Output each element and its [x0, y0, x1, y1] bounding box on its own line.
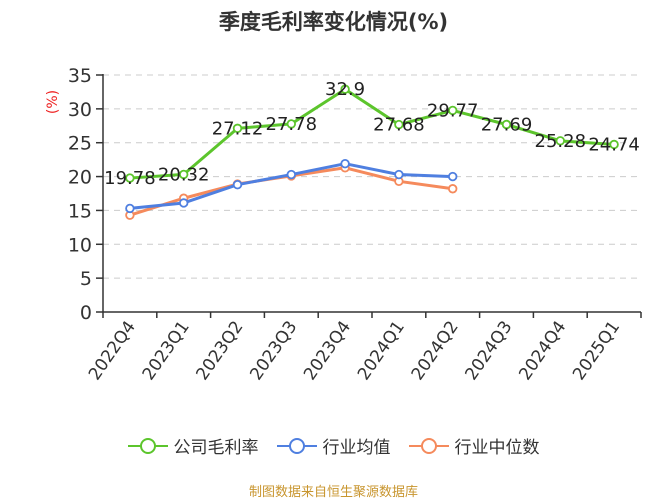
data-point[interactable] — [609, 139, 619, 150]
data-point[interactable] — [448, 184, 458, 194]
data-label: 27.78 — [266, 114, 318, 135]
source-note: 制图数据来自恒生聚源数据库 — [248, 485, 418, 500]
x-tick-label: 2023Q1 — [139, 317, 194, 384]
data-label: 27.12 — [212, 118, 264, 139]
x-tick-label: 2022Q4 — [85, 317, 140, 384]
data-point[interactable] — [448, 105, 458, 116]
legend-label: 行业中位数 — [454, 438, 540, 458]
y-axis-unit-label: (%) — [45, 90, 61, 114]
y-tick-label: 0 — [80, 302, 92, 324]
data-label: 27.69 — [481, 114, 533, 135]
x-tick-label: 2025Q1 — [569, 317, 624, 384]
data-point[interactable] — [125, 203, 135, 214]
data-point[interactable] — [340, 159, 350, 169]
x-tick-label: 2024Q3 — [462, 317, 517, 384]
x-tick-label: 2024Q4 — [515, 317, 570, 384]
data-label: 20.32 — [158, 164, 210, 185]
data-point[interactable] — [501, 119, 512, 130]
data-point[interactable] — [394, 119, 404, 130]
data-point[interactable] — [555, 136, 565, 146]
legend-item-company-margin[interactable]: 公司毛利率 — [127, 433, 259, 458]
grid-lines — [103, 74, 641, 279]
y-tick-label: 30 — [68, 99, 92, 121]
legend-line-circle-icon — [408, 437, 449, 454]
legend: 公司毛利率 行业均值 行业中位数 — [0, 433, 667, 458]
x-tick-label: 2024Q2 — [408, 317, 463, 384]
x-tick-label: 2024Q1 — [354, 317, 409, 384]
data-point[interactable] — [232, 123, 243, 134]
data-point[interactable] — [286, 119, 296, 129]
legend-label: 行业均值 — [322, 438, 391, 458]
x-tick-label: 2023Q3 — [246, 317, 301, 384]
y-tick-label: 10 — [68, 234, 92, 256]
data-point[interactable] — [125, 173, 135, 183]
legend-line-circle-icon — [276, 437, 317, 454]
data-point[interactable] — [448, 171, 458, 182]
y-tick-label: 5 — [80, 268, 92, 290]
data-point[interactable] — [178, 169, 189, 180]
x-tick-label: 2023Q4 — [300, 317, 355, 384]
x-tick-label: 2023Q2 — [193, 317, 248, 384]
series-lines — [125, 84, 619, 220]
data-label: 19.78 — [104, 168, 156, 189]
data-label: 24.74 — [588, 134, 640, 155]
y-axis: 0 5 10 15 20 25 30 35 — [68, 65, 104, 324]
series-line — [129, 87, 615, 180]
data-point[interactable] — [394, 169, 404, 180]
legend-line-circle-icon — [127, 437, 168, 454]
data-point[interactable] — [340, 84, 350, 94]
x-axis: 2022Q42023Q12023Q22023Q32023Q42024Q12024… — [85, 311, 642, 384]
legend-item-industry-median[interactable]: 行业中位数 — [408, 433, 540, 458]
y-tick-label: 35 — [68, 65, 92, 87]
chart-title: 季度毛利率变化情况(%) — [218, 10, 449, 34]
y-tick-label: 15 — [68, 200, 92, 222]
data-label: 27.68 — [373, 115, 425, 136]
data-label: 32.9 — [325, 79, 365, 100]
data-label: 25.28 — [535, 131, 587, 152]
y-tick-label: 20 — [68, 167, 92, 189]
y-tick-label: 25 — [68, 133, 92, 155]
data-label: 29.77 — [427, 100, 479, 121]
legend-label: 公司毛利率 — [173, 438, 259, 458]
data-point[interactable] — [232, 179, 243, 190]
data-point[interactable] — [286, 169, 296, 180]
data-point[interactable] — [178, 198, 189, 208]
legend-item-industry-average[interactable]: 行业均值 — [276, 433, 391, 458]
